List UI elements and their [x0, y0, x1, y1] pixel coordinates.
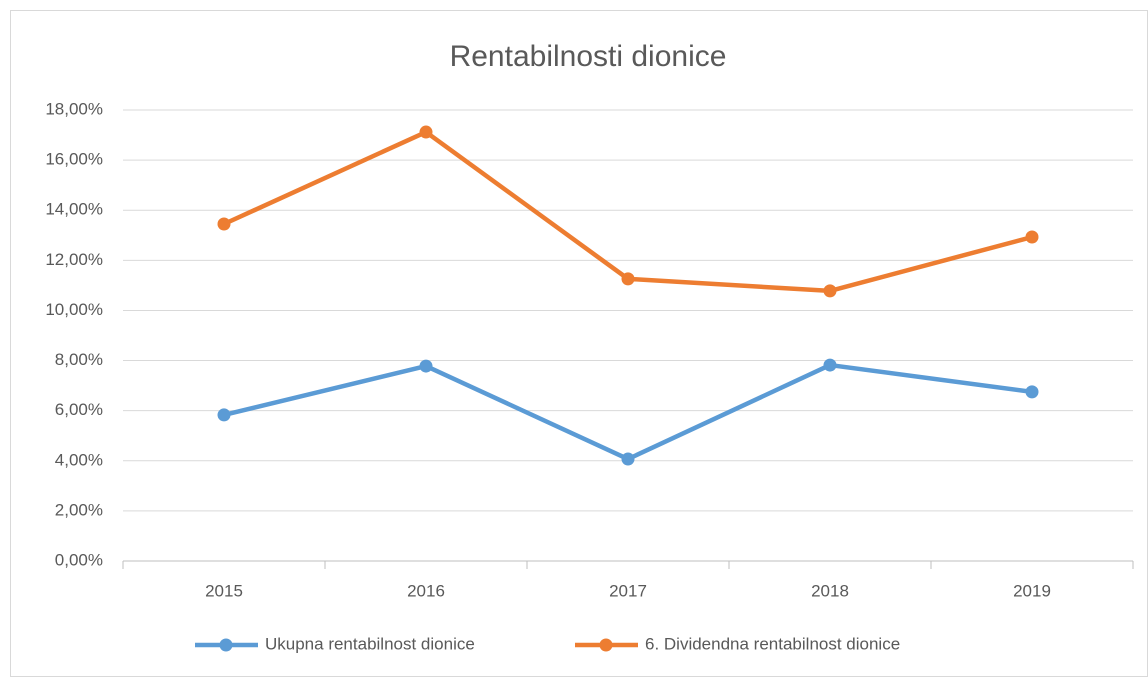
point: [217, 217, 231, 231]
x-tick-label: 2015: [205, 581, 243, 600]
point: [823, 358, 837, 372]
y-tick-label: 2,00%: [55, 500, 103, 519]
y-tick-label: 16,00%: [45, 150, 103, 169]
point: [419, 359, 433, 373]
point: [1025, 385, 1039, 399]
x-tick-label: 2017: [609, 581, 647, 600]
point: [621, 272, 635, 286]
x-tick-label: 2018: [811, 581, 849, 600]
x-tick-label: 2016: [407, 581, 445, 600]
legend-marker: [599, 638, 613, 652]
x-tick-label: 2019: [1013, 581, 1051, 600]
point: [419, 125, 433, 139]
y-tick-label: 4,00%: [55, 450, 103, 469]
legend-label: Ukupna rentabilnost dionice: [265, 634, 475, 653]
y-tick-label: 8,00%: [55, 350, 103, 369]
legend-marker: [219, 638, 233, 652]
y-tick-label: 6,00%: [55, 400, 103, 419]
y-tick-label: 0,00%: [55, 550, 103, 569]
chart-title: Rentabilnosti dionice: [450, 40, 727, 73]
y-tick-label: 14,00%: [45, 200, 103, 219]
y-tick-label: 10,00%: [45, 300, 103, 319]
chart-border: [10, 10, 1148, 677]
point: [1025, 230, 1039, 244]
point: [823, 284, 837, 298]
y-tick-label: 12,00%: [45, 250, 103, 269]
point: [217, 408, 231, 422]
point: [621, 452, 635, 466]
y-tick-label: 18,00%: [45, 99, 103, 118]
legend-label: 6. Dividendna rentabilnost dionice: [645, 634, 900, 653]
